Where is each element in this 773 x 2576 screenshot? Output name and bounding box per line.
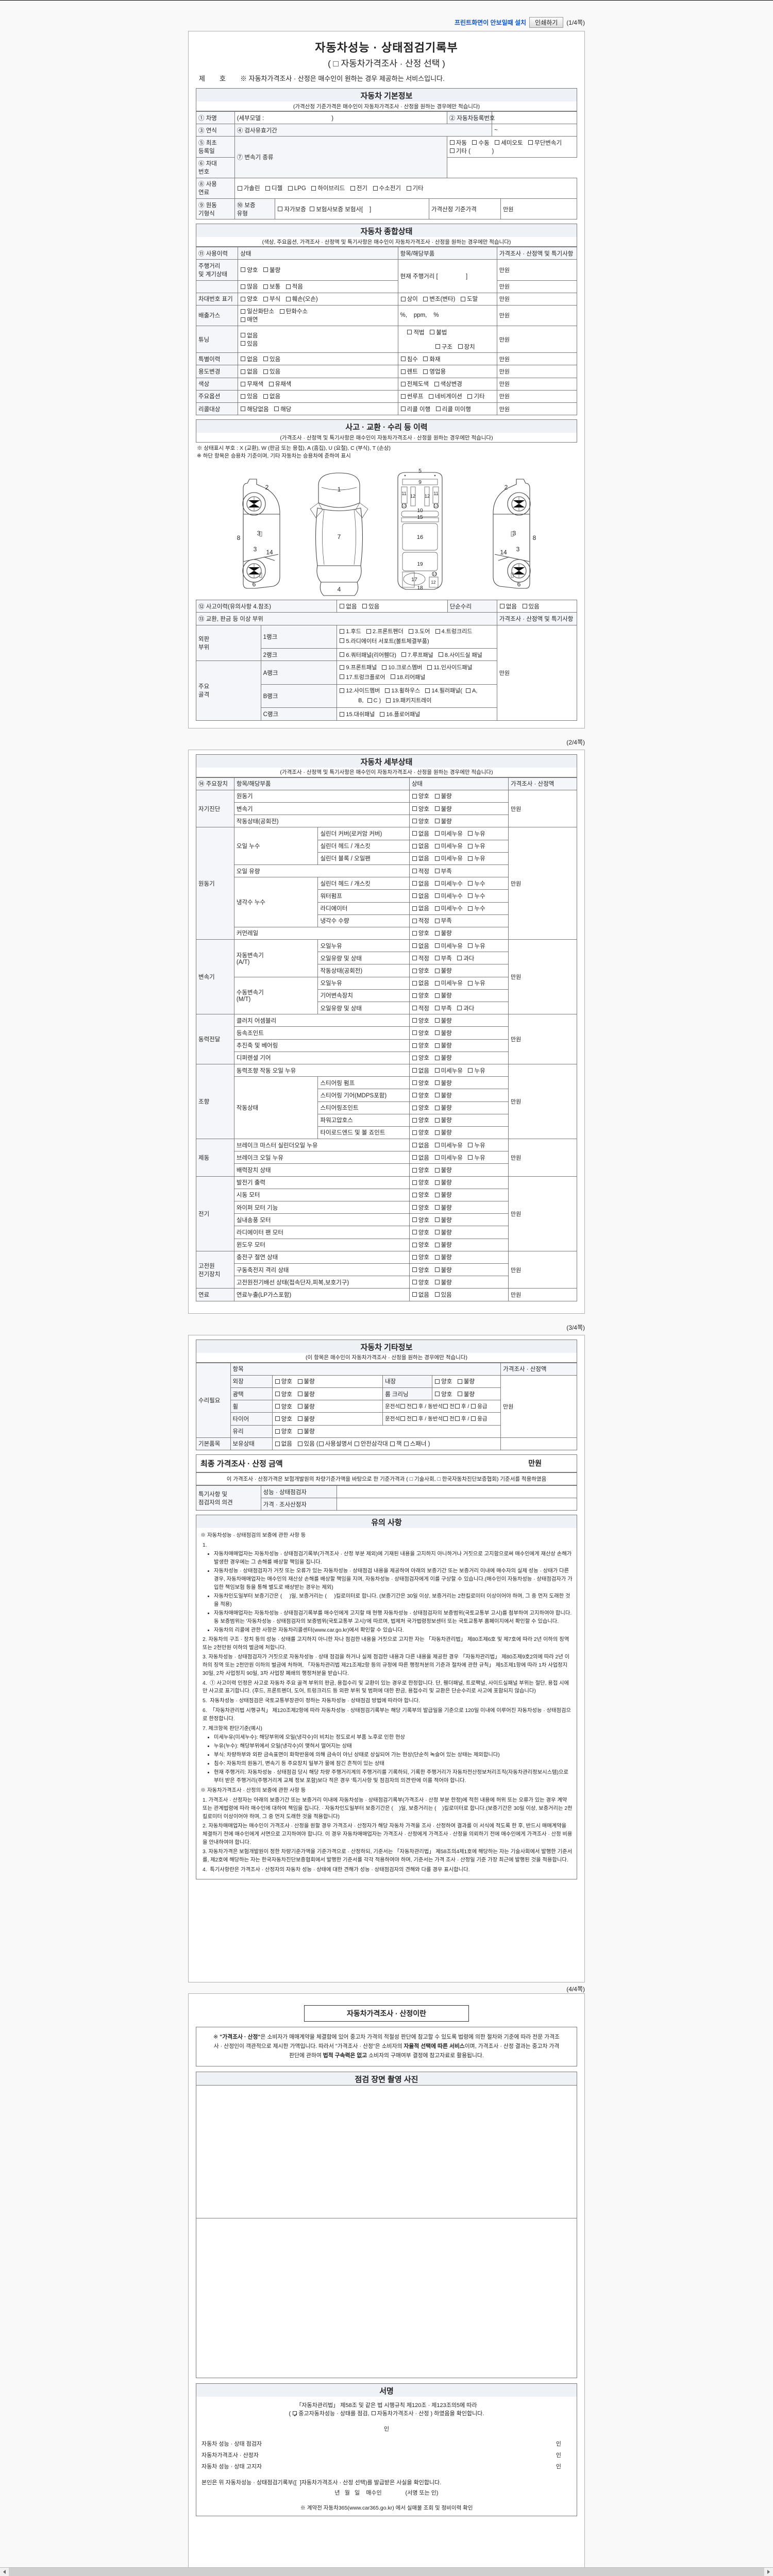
svg-text:13: 13 (433, 503, 439, 509)
svg-text:2: 2 (505, 484, 508, 491)
svg-text:8: 8 (533, 534, 536, 541)
svg-text:10: 10 (417, 508, 423, 514)
svg-text:16: 16 (417, 534, 423, 540)
svg-text:3: 3 (516, 546, 520, 553)
svg-text:3: 3 (257, 530, 261, 537)
svg-text:5: 5 (418, 468, 422, 474)
svg-text:8: 8 (237, 534, 241, 541)
svg-text:11: 11 (401, 491, 406, 496)
svg-text:13: 13 (401, 503, 407, 509)
svg-text:14: 14 (266, 549, 273, 556)
svg-text:2: 2 (265, 484, 269, 491)
svg-text:12: 12 (431, 580, 436, 585)
svg-text:3: 3 (513, 530, 516, 537)
svg-text:6: 6 (517, 581, 521, 588)
svg-text:7: 7 (338, 533, 341, 540)
svg-text:18: 18 (417, 585, 423, 591)
svg-text:11: 11 (433, 491, 438, 496)
svg-text:9: 9 (418, 479, 422, 485)
svg-text:14: 14 (500, 549, 507, 556)
svg-text:17: 17 (411, 577, 417, 583)
svg-text:12: 12 (410, 494, 415, 499)
svg-text:6: 6 (253, 581, 256, 588)
svg-text:1: 1 (338, 486, 341, 493)
svg-text:15: 15 (417, 515, 423, 520)
svg-text:4: 4 (338, 586, 341, 593)
svg-text:19: 19 (417, 562, 423, 567)
svg-text:3: 3 (254, 546, 257, 553)
svg-text:13: 13 (432, 572, 437, 577)
svg-text:12: 12 (425, 494, 430, 499)
